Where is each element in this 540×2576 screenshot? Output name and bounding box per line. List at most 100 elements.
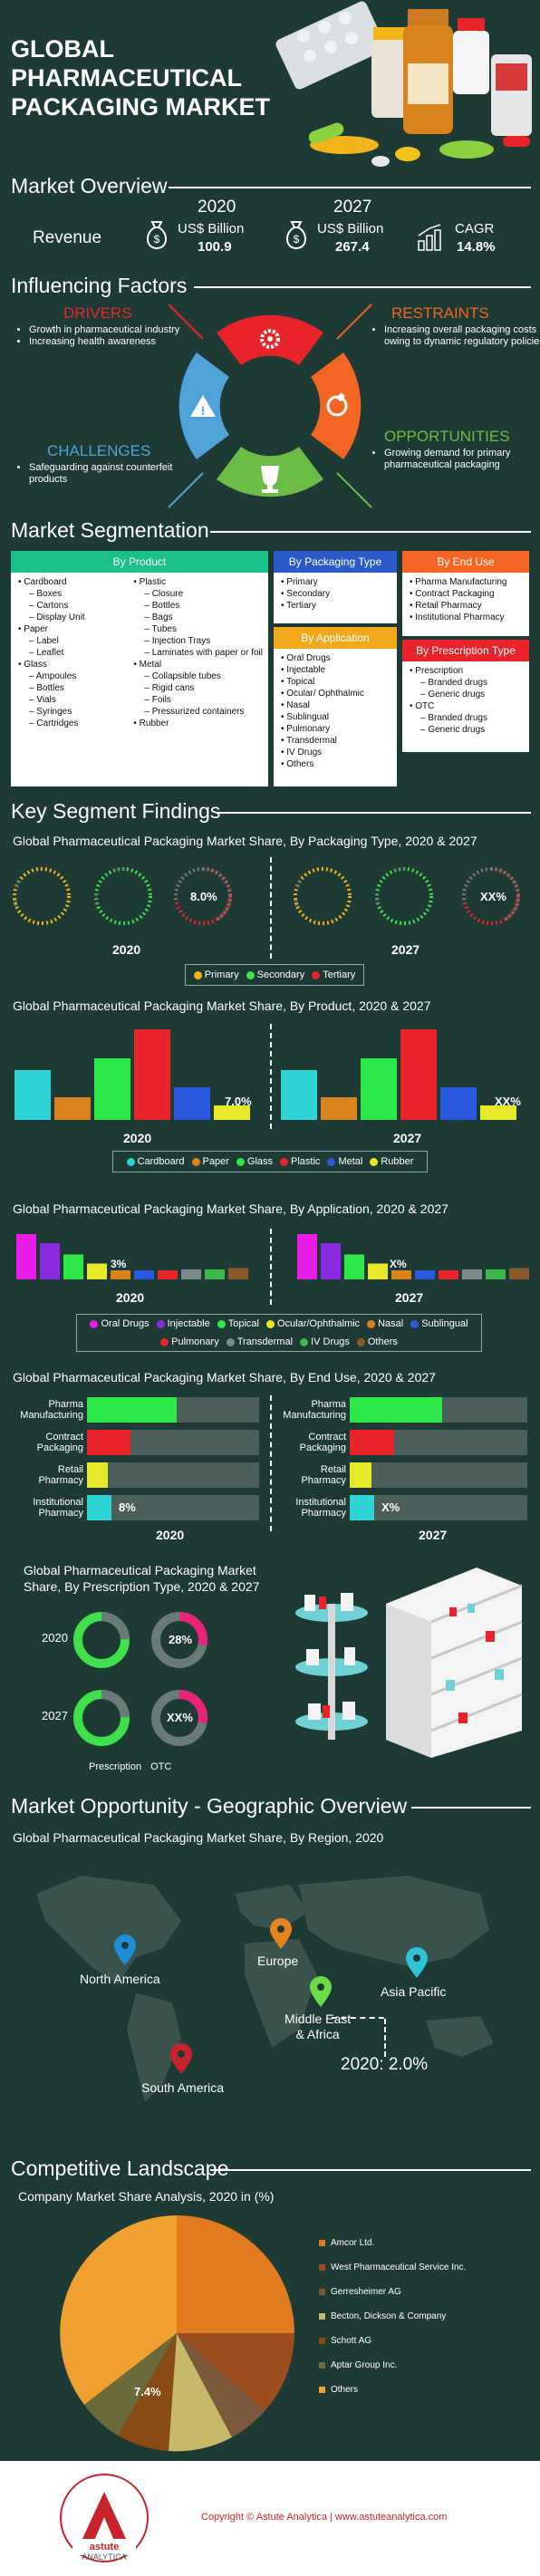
segment-item: • Paper [18,624,48,634]
product-label-2020: 7.0% [225,1095,252,1108]
application-year-2020: 2020 [116,1290,145,1305]
key-segment-findings-title: Key Segment Findings [11,799,221,823]
legend-label: Cardboard [137,1156,185,1167]
drivers-title: DRIVERS [63,304,132,322]
restraint-item: Increasing overall packaging costs owing… [384,324,540,348]
segment-item: • Metal [133,660,162,670]
legend-label: Primary [204,970,239,980]
application-bar [415,1270,435,1279]
application-year-2027: 2027 [395,1290,424,1305]
legend-label: Pulmonary [171,1336,219,1347]
application-bar [391,1270,411,1279]
legend-swatch [319,2387,325,2393]
end-use-bar [350,1430,394,1455]
packaging-value-2027: XX% [480,890,506,903]
segment-item: • Cardboard [18,577,67,587]
svg-text:$: $ [154,233,160,246]
segment-item: • Contract Packaging [410,589,495,599]
legend-label: Paper [202,1156,229,1167]
legend-item: Oral Drugs [90,1318,149,1329]
legend-label: Plastic [291,1156,321,1167]
application-bar-chart [16,1234,529,1279]
copyright-text: Copyright © Astute Analytica | www.astut… [201,2512,448,2523]
cagr-value: 14.8% [457,239,496,255]
legend-swatch [319,2362,325,2369]
by-application-box: By Application • Oral Drugs • Injectable •… [274,627,397,786]
header: GLOBAL PHARMACEUTICAL PACKAGING MARKET [0,0,540,172]
product-bar [361,1058,397,1120]
market-overview-title: Market Overview [11,174,168,198]
legend-item: Topical [217,1318,259,1329]
mea-highlight: 2020: 2.0% [341,2055,429,2074]
legend-label: Others [367,1336,398,1347]
legend-swatch [410,1319,419,1328]
divider [411,1807,531,1809]
end-use-bar [87,1462,108,1488]
legend-item: Injectable [156,1318,210,1329]
money-bag-icon: $ [286,221,306,250]
application-bar [509,1268,529,1279]
year-divider [270,1395,272,1531]
europe-label: Europe [257,1954,299,1968]
segment-item: – Cartons [29,601,69,611]
application-bar [368,1263,388,1279]
prescription-chart-title: Global Pharmaceutical Packaging Market S… [24,1563,260,1594]
application-bar [486,1269,506,1279]
legend-swatch [367,1319,376,1328]
product-bar [54,1097,91,1120]
europe-pin-icon [270,1918,292,1949]
application-label-2020: 3% [111,1258,127,1270]
legend-item: Ocular/Ophthalmic [265,1318,360,1329]
segment-item: • Retail Pharmacy [410,601,482,611]
restraints-list: Increasing overall packaging costs owing… [371,324,540,348]
legend-swatch [265,1319,275,1328]
legend-item: Prescription [89,1761,141,1772]
application-bar [205,1269,225,1279]
company-share-pie [60,2215,294,2452]
legend-swatch [319,2240,325,2246]
end-use-bar-track [87,1495,259,1520]
challenges-title: CHALLENGES [47,442,151,459]
end-use-chart-title: Global Pharmaceutical Packaging Market S… [13,1370,436,1384]
by-product-box: By Product • Cardboard – Boxes – Cartons – … [11,551,268,786]
divider [210,2169,531,2171]
by-packaging-type-header: By Packaging Type [274,551,397,573]
value-2027: 267.4 [335,239,370,255]
legend-swatch [327,1157,336,1166]
company-legend-item: Gerresheimer AG [319,2287,401,2297]
prescription-year-2027: 2027 [42,1709,68,1722]
legend-label: Metal [338,1156,363,1167]
medicine-illustration [275,1,532,167]
segment-item: • Secondary [281,589,331,599]
legend-item: Rubber [370,1156,413,1167]
warning-icon: ! [190,395,216,418]
middle-east-africa-label: Middle East & Africa [284,2012,352,2041]
segment-item: • Injectable [281,665,326,675]
segment-item: • Pharma Manufacturing [410,577,507,587]
asia-pacific-pin-icon [406,1947,428,1978]
segment-item: – Generic drugs [420,725,486,735]
north-america-label: North America [80,1972,160,1986]
company-name: Becton, Dickson & Company [331,2311,447,2321]
legend-item: OTC [150,1761,171,1772]
end-use-label: Contract Packaging [299,1432,346,1453]
end-use-bar-track [350,1462,527,1488]
by-product-header: By Product [11,551,268,573]
logo-text: astute ANALYTICA [82,2542,127,2562]
company-legend-item: Aptar Group Inc. [319,2360,397,2370]
value-2020: 100.9 [198,239,232,255]
end-use-value-label: X% [381,1500,400,1514]
revenue-label: Revenue [33,228,102,247]
legend-item: Secondary [246,970,304,980]
south-america-label: South America [141,2080,225,2095]
application-bar [158,1270,178,1279]
pharmacy-shelves-illustration [295,1568,523,1758]
end-use-bar-track [350,1495,527,1520]
company-legend-item: West Pharmaceutical Service Inc. [319,2262,466,2272]
world-map [36,1876,494,2102]
end-use-list: • Pharma Manufacturing • Contract Packagi… [402,573,529,627]
company-legend-item: Schott AG [319,2336,371,2346]
segment-item: – Ampoules [29,671,77,681]
company-legend-item: Becton, Dickson & Company [319,2311,446,2321]
opportunity-item: Growing demand for primary pharmaceutica… [384,448,540,471]
